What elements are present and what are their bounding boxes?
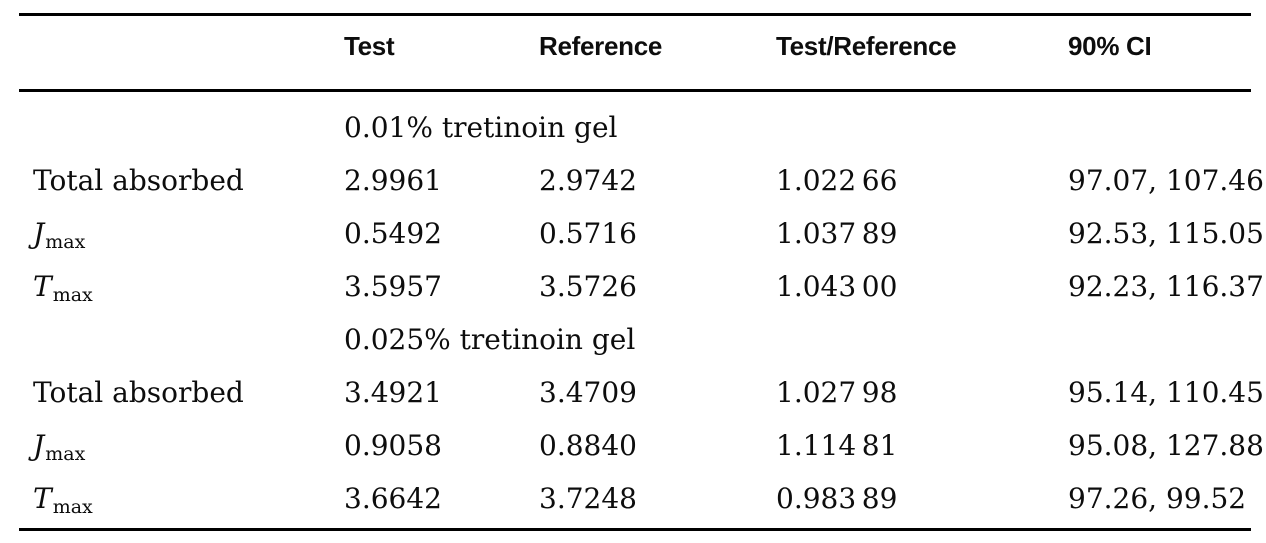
table-row: Total absorbed 2.9961 2.9742 1.022 66 97…: [19, 154, 1264, 207]
cell-reference-value: 0.5716: [539, 216, 637, 250]
row-label-cell: Total absorbed: [19, 378, 344, 407]
row-label: Total absorbed: [33, 163, 244, 197]
section-group-label: 0.01% tretinoin gel: [344, 110, 618, 144]
row-label: T: [33, 481, 52, 515]
row-label: J: [33, 216, 45, 250]
section-group-label: 0.025% tretinoin gel: [344, 322, 636, 356]
table-row: Tmax 3.6642 3.7248 0.983 89 97.26, 99.52: [19, 472, 1251, 525]
row-label-subscript: max: [52, 495, 93, 518]
table-row: Jmax 0.9058 0.8840 1.114 81 95.08, 127.8…: [19, 419, 1264, 472]
table-row: Total absorbed 3.4921 3.4709 1.027 98 95…: [19, 366, 1264, 419]
cell-test-reference-ratio: 1.114 81: [776, 428, 898, 462]
table-row: Jmax 0.5492 0.5716 1.037 89 92.53, 115.0…: [19, 207, 1264, 260]
row-label: J: [33, 428, 45, 462]
cell-test-value: 3.4921: [344, 375, 442, 409]
cell-reference-value: 3.7248: [539, 481, 637, 515]
row-label-cell: Tmax: [19, 481, 344, 517]
cell-test-reference-ratio: 1.037 89: [776, 216, 898, 250]
table-section-header-row: 0.01% tretinoin gel: [19, 101, 1251, 154]
cell-reference-value: 3.5726: [539, 269, 637, 303]
cell-test-reference-ratio: 1.027 98: [776, 375, 898, 409]
table-header-row: Test Reference Test/Reference 90% CI: [19, 16, 1251, 92]
column-header-reference: Reference: [539, 30, 663, 61]
row-label-cell: Total absorbed: [19, 166, 344, 195]
cell-test-value: 2.9961: [344, 163, 442, 197]
cell-90-ci: 97.07, 107.46: [1068, 163, 1264, 197]
cell-test-value: 0.9058: [344, 428, 442, 462]
column-header-90-ci: 90% CI: [1068, 30, 1152, 61]
cell-90-ci: 92.23, 116.37: [1068, 269, 1264, 303]
row-label-subscript: max: [45, 230, 86, 253]
row-label-subscript: max: [52, 283, 93, 306]
row-label: Total absorbed: [33, 375, 244, 409]
cell-reference-value: 3.4709: [539, 375, 637, 409]
cell-reference-value: 2.9742: [539, 163, 637, 197]
cell-90-ci: 92.53, 115.05: [1068, 216, 1264, 250]
cell-test-reference-ratio: 1.043 00: [776, 269, 898, 303]
row-label-subscript: max: [45, 442, 86, 465]
cell-90-ci: 95.14, 110.45: [1068, 375, 1264, 409]
cell-test-reference-ratio: 1.022 66: [776, 163, 898, 197]
row-label-cell: Tmax: [19, 269, 344, 305]
cell-test-value: 3.6642: [344, 481, 442, 515]
cell-90-ci: 95.08, 127.88: [1068, 428, 1264, 462]
cell-90-ci: 97.26, 99.52: [1068, 481, 1247, 515]
table-section-header-row: 0.025% tretinoin gel: [19, 313, 1251, 366]
table-row: Tmax 3.5957 3.5726 1.043 00 92.23, 116.3…: [19, 260, 1264, 313]
row-label: T: [33, 269, 52, 303]
row-label-cell: Jmax: [19, 428, 344, 464]
row-label-cell: Jmax: [19, 216, 344, 252]
cell-test-value: 0.5492: [344, 216, 442, 250]
column-header-test-reference: Test/Reference: [776, 30, 957, 61]
table-body: 0.01% tretinoin gel Total absorbed 2.996…: [19, 92, 1264, 528]
cell-reference-value: 0.8840: [539, 428, 637, 462]
column-header-test: Test: [344, 30, 395, 61]
cell-test-reference-ratio: 0.983 89: [776, 481, 898, 515]
cell-test-value: 3.5957: [344, 269, 442, 303]
bioequivalence-table: Test Reference Test/Reference 90% CI 0.0…: [19, 13, 1264, 531]
